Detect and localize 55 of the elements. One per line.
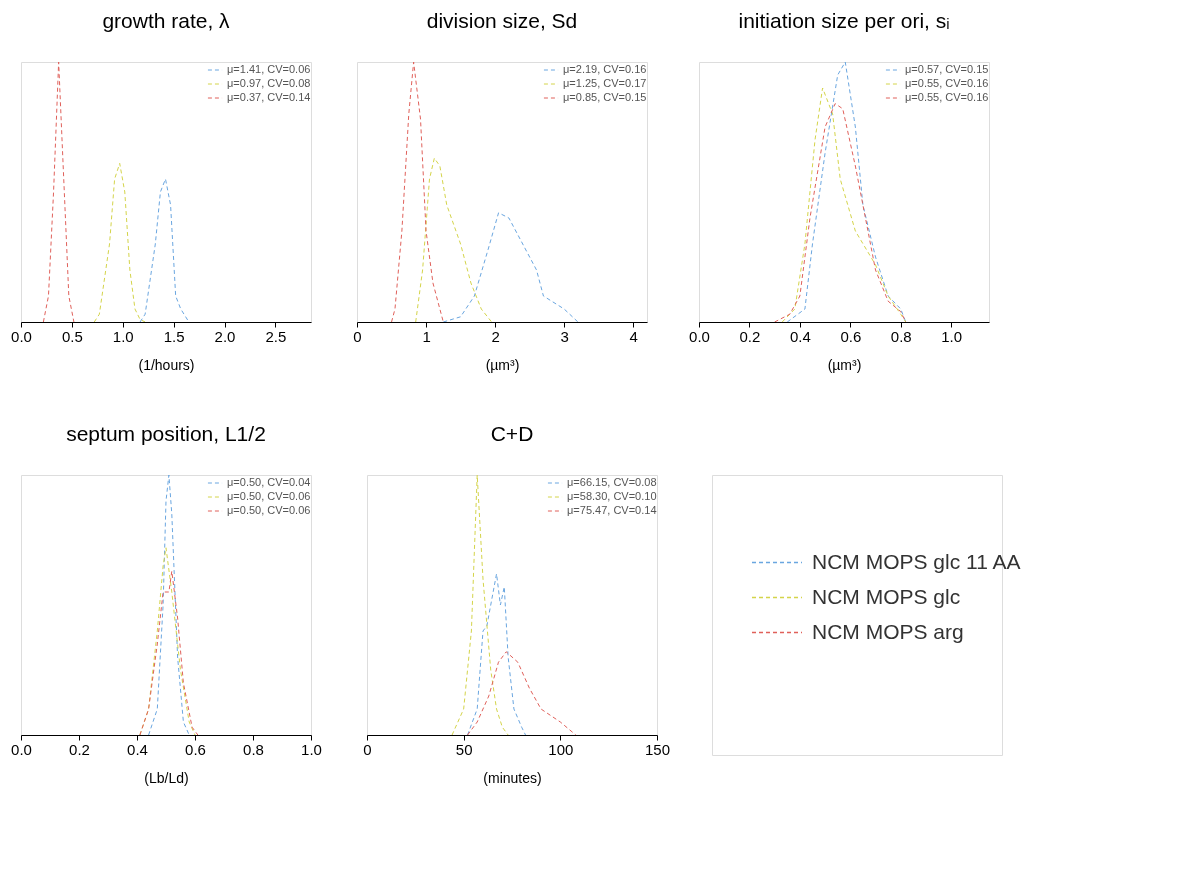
x-tick-label: 0.2 <box>739 327 761 345</box>
x-tick-label: 2.0 <box>214 327 236 345</box>
x-tick-label: 0.4 <box>127 740 148 758</box>
legend-label: μ=1.25, CV=0.17 <box>563 77 647 89</box>
legend-label: μ=0.57, CV=0.15 <box>905 63 989 75</box>
x-tick-label: 2.5 <box>265 327 287 345</box>
x-tick-label: 3 <box>560 327 569 345</box>
x-tick-label: 0.0 <box>11 327 32 345</box>
x-tick-label: 0.6 <box>840 327 862 345</box>
x-tick-label: 1.0 <box>112 327 134 345</box>
x-tick-label: 1.0 <box>941 327 963 345</box>
legend-label: μ=58.30, CV=0.10 <box>567 490 657 502</box>
chart-title: C+D <box>490 422 534 445</box>
legend-label: μ=0.97, CV=0.08 <box>227 77 311 89</box>
x-tick-label: 2 <box>491 327 500 345</box>
x-tick-label: 0.0 <box>11 740 32 758</box>
x-tick-label: 0.0 <box>689 327 710 345</box>
x-axis-title: (minutes) <box>483 769 542 786</box>
chart-title: septum position, L1/2 <box>66 422 266 445</box>
x-axis-title: (µm³) <box>485 356 520 373</box>
x-tick-label: 0 <box>363 740 372 758</box>
legend-label: μ=0.85, CV=0.15 <box>563 91 647 103</box>
x-tick-label: 0.5 <box>61 327 83 345</box>
x-axis-title: (Lb/Ld) <box>144 769 189 786</box>
legend-label: μ=1.41, CV=0.06 <box>227 63 311 75</box>
chart-title: initiation size per ori, sᵢ <box>738 9 950 32</box>
legend-label: μ=0.50, CV=0.06 <box>227 504 311 516</box>
x-tick-label: 1 <box>422 327 431 345</box>
x-tick-label: 0 <box>353 327 362 345</box>
legend-label: μ=0.50, CV=0.04 <box>227 476 311 488</box>
x-tick-label: 0.2 <box>69 740 90 758</box>
legend-label: μ=0.55, CV=0.16 <box>905 77 989 89</box>
category-label: NCM MOPS glc 11 AA <box>812 549 1021 573</box>
x-tick-label: 0.6 <box>185 740 206 758</box>
chart-title: growth rate, λ <box>102 9 231 32</box>
x-tick-label: 0.4 <box>789 327 811 345</box>
legend-label: μ=0.55, CV=0.16 <box>905 91 989 103</box>
x-axis-title: (µm³) <box>827 356 862 373</box>
legend-label: μ=75.47, CV=0.14 <box>567 504 657 516</box>
x-tick-label: 0.8 <box>243 740 264 758</box>
legend-label: μ=66.15, CV=0.08 <box>567 476 657 488</box>
x-tick-label: 0.8 <box>890 327 912 345</box>
legend-label: μ=2.19, CV=0.16 <box>563 63 647 75</box>
x-tick-label: 4 <box>629 327 638 345</box>
x-tick-label: 1.0 <box>301 740 322 758</box>
x-axis-title: (1/hours) <box>138 356 195 373</box>
category-label: NCM MOPS glc <box>812 584 961 608</box>
legend-label: μ=0.37, CV=0.14 <box>227 91 311 103</box>
x-tick-label: 1.5 <box>163 327 185 345</box>
x-tick-label: 50 <box>455 740 473 758</box>
category-label: NCM MOPS arg <box>812 619 964 643</box>
x-tick-label: 150 <box>644 740 671 758</box>
x-tick-label: 100 <box>548 740 574 758</box>
legend-label: μ=0.50, CV=0.06 <box>227 490 311 502</box>
chart-title: division size, Sd <box>426 9 578 32</box>
